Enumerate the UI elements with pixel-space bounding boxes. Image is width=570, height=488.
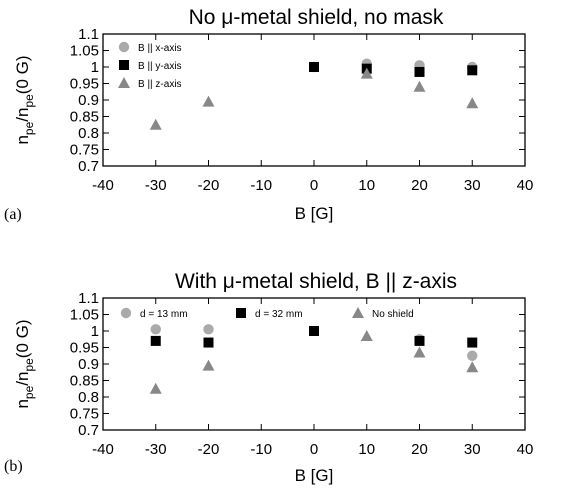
x-tick-label: -10 (250, 177, 272, 194)
legend-marker (120, 307, 132, 319)
data-point (413, 346, 426, 358)
data-point (149, 382, 162, 394)
data-point (149, 118, 162, 130)
x-tick-label: 10 (358, 177, 375, 194)
x-tick-label: -40 (92, 441, 114, 458)
y-tick-label: 0.9 (78, 92, 99, 109)
series-2 (150, 326, 478, 348)
legend-marker (119, 60, 129, 70)
x-tick-label: 40 (517, 441, 534, 458)
x-tick-label: 20 (411, 177, 428, 194)
data-point (360, 67, 373, 79)
legend-label: B || x-axis (138, 43, 182, 54)
x-tick-label: -10 (250, 441, 272, 458)
data-point (466, 361, 479, 373)
legend-label: d = 32 mm (255, 309, 303, 320)
data-point (150, 335, 161, 346)
y-tick-label: 0.75 (70, 142, 99, 159)
y-tick-label: 0.7 (78, 158, 99, 175)
series-3 (149, 67, 479, 130)
y-tick-label: 0.9 (78, 356, 99, 373)
y-tick-label: 0.85 (70, 109, 99, 126)
data-point (466, 97, 479, 109)
y-tick-label: 1 (91, 59, 99, 76)
data-point (414, 335, 425, 346)
legend-marker (118, 77, 130, 88)
data-point (309, 62, 319, 72)
legend-marker (236, 308, 246, 318)
x-axis-label: B [G] (295, 466, 334, 485)
data-point (202, 359, 215, 371)
legend-label: d = 13 mm (140, 309, 188, 320)
y-tick-label: 1 (91, 323, 99, 340)
data-point (467, 65, 478, 76)
x-tick-label: -20 (198, 441, 220, 458)
data-point (467, 350, 478, 361)
y-tick-label: 1.05 (70, 307, 99, 324)
x-tick-label: 0 (310, 177, 318, 194)
x-tick-label: -40 (92, 177, 114, 194)
data-point (360, 329, 373, 341)
x-tick-label: 0 (310, 441, 318, 458)
legend-marker (352, 307, 364, 318)
legend: d = 13 mm d = 32 mm No shield (120, 307, 414, 320)
x-tick-label: -30 (145, 177, 167, 194)
y-tick-label: 0.75 (70, 406, 99, 423)
y-tick-label: 1.05 (70, 43, 99, 60)
chart-panel-1: No μ-metal shield, no mask -40 -30 -20 -10 0 1… (4, 6, 533, 223)
data-point (150, 324, 161, 335)
x-tick-label: 30 (464, 177, 481, 194)
legend: B || x-axis B || y-axis B || z-axis (118, 41, 182, 90)
data-point (203, 337, 214, 348)
legend-marker (118, 41, 130, 53)
chart-title: With μ-metal shield, B || z-axis (175, 270, 457, 293)
series-2 (309, 62, 478, 77)
data-point (467, 337, 478, 348)
panel-label: (b) (4, 458, 23, 475)
legend-label: B || z-axis (138, 79, 182, 90)
y-tick-label: 0.95 (70, 340, 99, 357)
legend-label: B || y-axis (138, 61, 182, 72)
x-axis-label: B [G] (295, 204, 334, 223)
y-axis-label: npe/npe(0 G) (13, 319, 36, 408)
x-tick-label: 40 (517, 177, 534, 194)
chart-title: No μ-metal shield, no mask (189, 6, 444, 29)
x-tick-label: -30 (145, 441, 167, 458)
x-tick-label: -20 (198, 177, 220, 194)
data-point (413, 80, 426, 92)
series-1 (308, 58, 478, 73)
data-point (202, 95, 215, 107)
y-tick-label: 0.95 (70, 76, 99, 93)
panel-label: (a) (4, 206, 22, 223)
x-tick-label: 20 (411, 441, 428, 458)
y-tick-label: 0.7 (78, 422, 99, 439)
data-point (414, 66, 425, 77)
y-tick-label: 1.1 (78, 26, 99, 43)
y-axis-label: npe/npe(0 G) (13, 55, 36, 144)
chart-panel-2: With μ-metal shield, B || z-axis -40 -30 -2… (4, 270, 533, 485)
y-tick-label: 1.1 (78, 290, 99, 307)
y-tick-label: 0.8 (78, 389, 99, 406)
data-point (309, 326, 319, 336)
y-tick-label: 0.85 (70, 373, 99, 390)
x-tick-label: 10 (358, 441, 375, 458)
legend-label: No shield (372, 309, 414, 320)
y-tick-label: 0.8 (78, 125, 99, 142)
x-tick-label: 30 (464, 441, 481, 458)
data-point (203, 324, 214, 335)
series-3 (149, 329, 479, 394)
